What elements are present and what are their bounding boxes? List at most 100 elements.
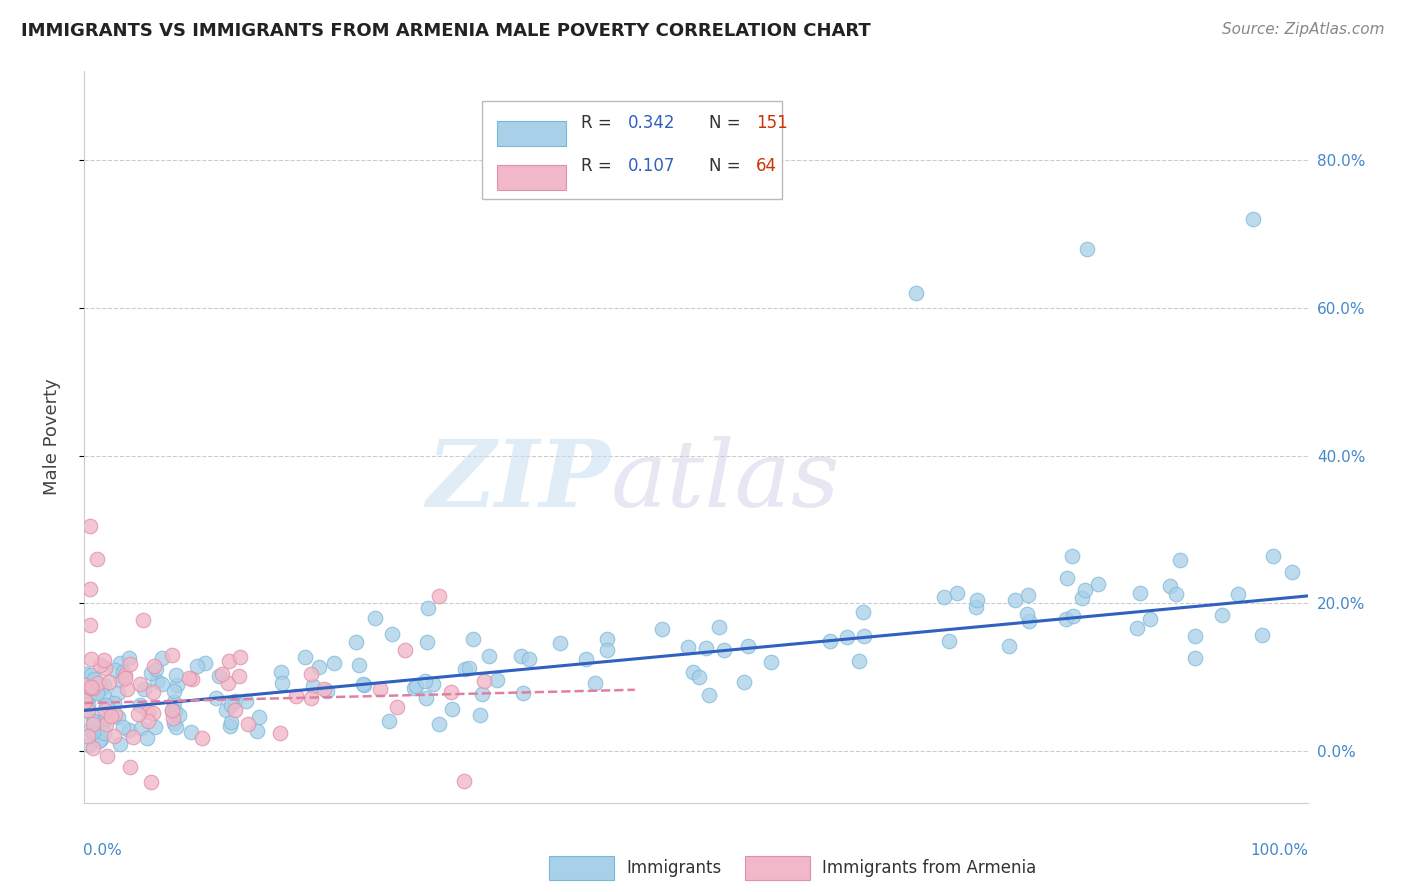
Point xyxy=(142,706,165,720)
Point xyxy=(314,682,336,697)
Point xyxy=(946,586,969,600)
Point xyxy=(394,642,416,657)
Point xyxy=(79,582,101,596)
Point xyxy=(93,714,115,729)
Point xyxy=(94,717,117,731)
Point xyxy=(86,686,108,700)
Point xyxy=(79,618,101,632)
Point xyxy=(1170,553,1192,567)
Point xyxy=(73,694,96,708)
Point xyxy=(1087,577,1109,591)
Point xyxy=(96,748,118,763)
Point xyxy=(759,655,782,669)
Point xyxy=(181,672,204,686)
Point xyxy=(77,729,100,743)
Point xyxy=(77,703,100,717)
Point xyxy=(427,589,450,603)
Point xyxy=(128,677,150,691)
Point xyxy=(111,720,134,734)
Text: 100.0%: 100.0% xyxy=(1251,843,1309,858)
Point xyxy=(463,632,485,646)
Text: Source: ZipAtlas.com: Source: ZipAtlas.com xyxy=(1222,22,1385,37)
Point xyxy=(1076,242,1098,256)
Point xyxy=(100,709,122,723)
Point xyxy=(688,670,710,684)
Point xyxy=(835,630,858,644)
Point xyxy=(441,702,464,716)
Point xyxy=(853,629,876,643)
Point xyxy=(1129,586,1152,600)
Point xyxy=(353,678,375,692)
Point xyxy=(114,671,136,685)
Point xyxy=(347,657,370,672)
Text: Immigrants from Armenia: Immigrants from Armenia xyxy=(823,859,1036,877)
Point xyxy=(136,705,159,719)
Point xyxy=(471,687,494,701)
Point xyxy=(1018,614,1040,628)
Point xyxy=(177,671,200,685)
Point xyxy=(76,698,98,712)
Point xyxy=(143,720,166,734)
Point xyxy=(93,726,115,740)
Point xyxy=(107,710,129,724)
Point xyxy=(80,680,103,694)
Point xyxy=(219,714,242,729)
FancyBboxPatch shape xyxy=(496,165,567,190)
Point xyxy=(322,656,344,670)
Y-axis label: Male Poverty: Male Poverty xyxy=(42,379,60,495)
Point xyxy=(682,665,704,680)
Point xyxy=(1054,612,1077,626)
Point xyxy=(737,639,759,653)
Point xyxy=(905,285,928,300)
Point xyxy=(269,726,291,740)
Point xyxy=(91,688,114,702)
Point xyxy=(1226,587,1249,601)
Point xyxy=(1250,627,1272,641)
Point xyxy=(1070,591,1092,605)
Point xyxy=(103,729,125,743)
Point xyxy=(146,673,169,688)
Point xyxy=(103,696,125,710)
Text: 151: 151 xyxy=(756,113,787,131)
Point xyxy=(316,684,339,698)
Point xyxy=(150,650,173,665)
Point xyxy=(1060,549,1083,564)
Point xyxy=(114,668,136,682)
Point xyxy=(118,657,141,671)
Point xyxy=(219,698,242,713)
Point xyxy=(468,708,491,723)
Point xyxy=(163,695,186,709)
Point xyxy=(1281,565,1303,579)
Point xyxy=(404,681,426,695)
Point xyxy=(678,640,700,655)
Point xyxy=(86,552,108,566)
Point xyxy=(111,665,134,680)
Point xyxy=(733,674,755,689)
Point xyxy=(77,689,100,703)
FancyBboxPatch shape xyxy=(745,856,810,880)
Point xyxy=(90,681,112,696)
Point xyxy=(97,699,120,714)
Point xyxy=(94,661,117,675)
Point xyxy=(90,731,112,746)
Point xyxy=(486,673,509,687)
Point xyxy=(848,654,870,668)
Point xyxy=(150,677,173,691)
Point xyxy=(142,684,165,698)
Text: 0.342: 0.342 xyxy=(627,113,675,131)
Text: 0.107: 0.107 xyxy=(627,158,675,176)
Point xyxy=(122,730,145,744)
Point xyxy=(89,657,111,672)
Point xyxy=(1184,629,1206,643)
Point xyxy=(162,684,184,698)
Point xyxy=(224,693,246,707)
FancyBboxPatch shape xyxy=(550,856,614,880)
Point xyxy=(117,681,139,696)
Point xyxy=(247,710,270,724)
Point xyxy=(108,737,131,751)
Point xyxy=(713,643,735,657)
Point xyxy=(77,739,100,753)
Point xyxy=(79,518,101,533)
Point xyxy=(87,733,110,747)
Point xyxy=(1062,608,1084,623)
